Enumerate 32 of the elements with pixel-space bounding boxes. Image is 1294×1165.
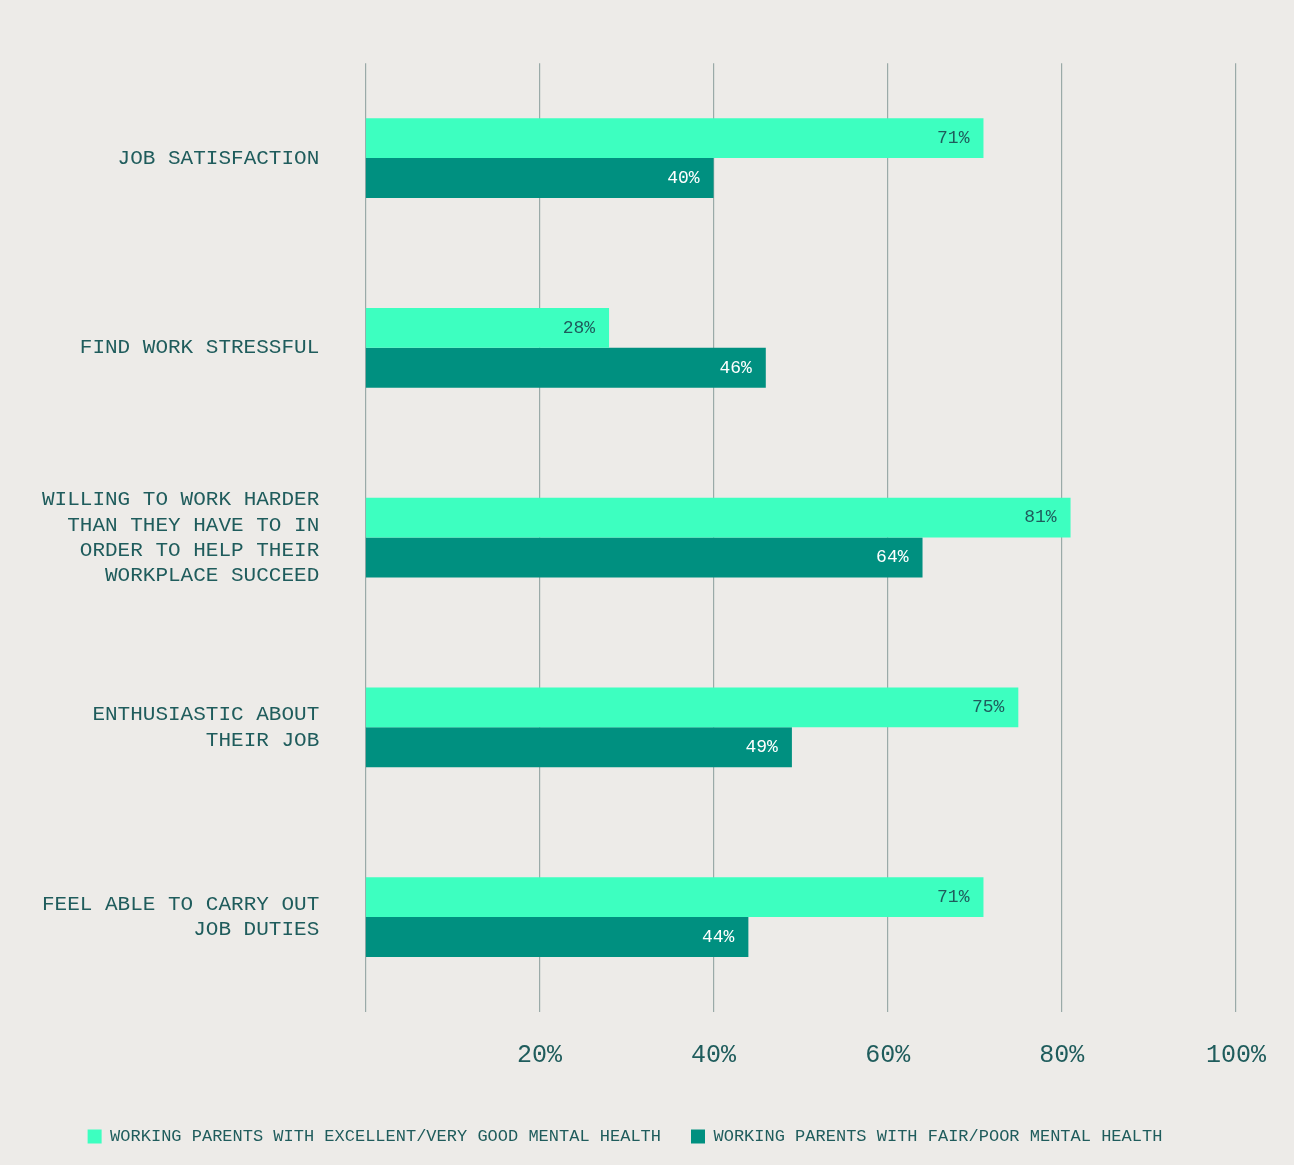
data-label: 44% (701, 926, 735, 947)
bar (365, 307, 610, 348)
bar (365, 158, 714, 198)
data-label: 49% (745, 737, 779, 758)
x-tick-label: 60% (865, 1040, 912, 1070)
data-label: 71% (937, 127, 970, 148)
bar (365, 537, 923, 578)
data-label: 75% (971, 697, 1005, 718)
data-label: 81% (1024, 507, 1057, 528)
x-tick-label: 20% (516, 1040, 563, 1070)
bar (365, 917, 749, 957)
y-tick-label: ENTHUSIASTIC ABOUT THEIR JOB (92, 703, 320, 752)
y-tick-label: JOB SATISFACTION (117, 146, 320, 170)
data-label: 28% (562, 317, 596, 338)
x-tick-label: 40% (691, 1040, 738, 1070)
data-label: 46% (719, 357, 752, 378)
x-tick-label: 100% (1205, 1040, 1267, 1070)
bar (365, 687, 1019, 728)
bar (365, 118, 984, 159)
bar (365, 347, 766, 388)
data-label: 64% (876, 547, 909, 568)
bar (365, 497, 1071, 538)
y-tick-label: FIND WORK STRESSFUL (79, 336, 320, 360)
y-tick-label: FEEL ABLE TO CARRY OUT JOB DUTIES (42, 893, 320, 942)
bar (365, 877, 984, 918)
data-label: 40% (667, 167, 700, 188)
bar (365, 727, 792, 768)
y-tick-label: WILLING TO WORK HARDER THAN THEY HAVE TO IN ORDER TO HELP THEIR WORKPLACE SUCCEED (42, 488, 320, 587)
legend-label: WORKING PARENTS WITH EXCELLENT/VERY GOOD MENTAL HEALTH (110, 1127, 662, 1146)
x-tick-label: 80% (1039, 1040, 1086, 1070)
legend-label: WORKING PARENTS WITH FAIR/POOR MENTAL HEALTH (713, 1127, 1163, 1146)
data-label: 71% (937, 886, 970, 907)
